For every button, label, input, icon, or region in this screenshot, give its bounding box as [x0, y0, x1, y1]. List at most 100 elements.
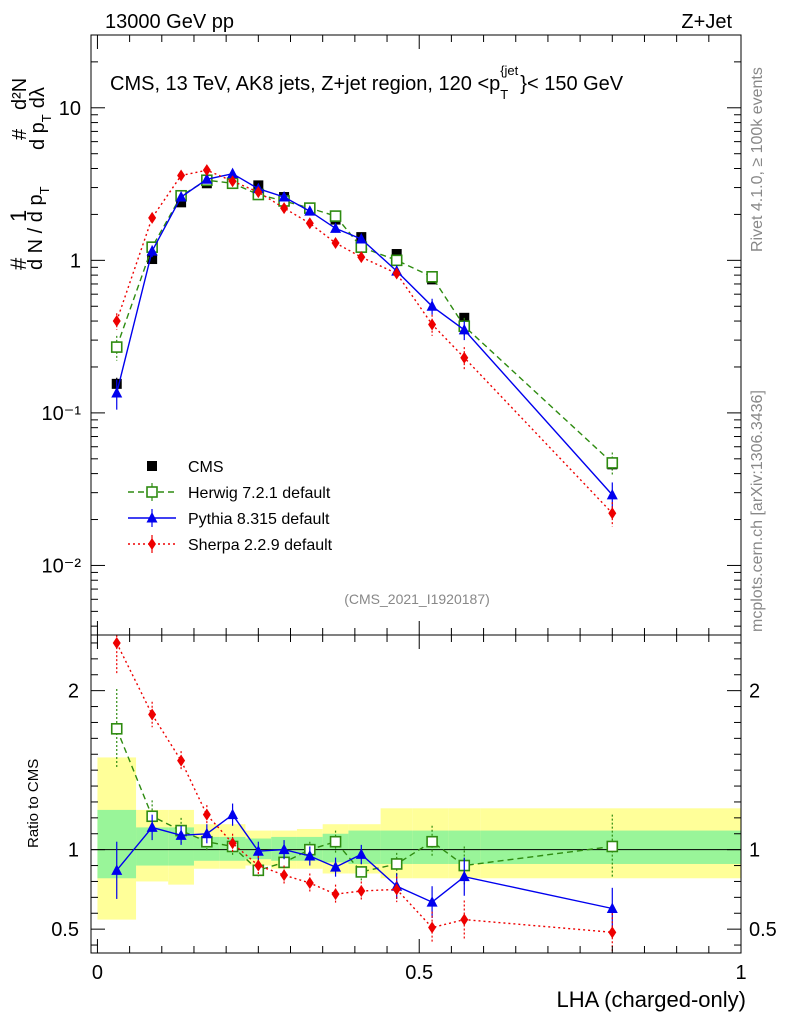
data-point: [331, 888, 340, 901]
data-point: [228, 837, 237, 850]
data-point: [330, 222, 342, 233]
data-point: [278, 843, 290, 855]
data-point: [357, 884, 366, 897]
y-tick-label-right: 2: [749, 681, 760, 703]
energy-label: 13000 GeV pp: [105, 11, 234, 33]
y-tick-label: 10⁻²: [42, 555, 82, 577]
data-point: [252, 845, 264, 856]
data-point: [331, 236, 340, 249]
data-point: [355, 241, 368, 253]
process-label: Z+Jet: [681, 11, 732, 33]
x-tick-label: 0: [92, 962, 103, 984]
data-point: [227, 808, 239, 820]
data-point: [111, 387, 123, 398]
data-point: [330, 861, 342, 872]
y-tick-label-right: 0.5: [749, 919, 777, 941]
data-point: [146, 245, 158, 256]
data-point: [428, 318, 437, 331]
svg-text:d²N: d²N: [9, 78, 31, 110]
data-point: [390, 858, 403, 870]
x-tick-label: 1: [735, 962, 746, 984]
legend-entry-sherpa-2-2-9-default: Sherpa 2.2.9 default: [128, 535, 333, 554]
data-point: [110, 341, 123, 353]
mcplots-label: mcplots.cern.ch [arXiv:1306.3436]: [749, 390, 766, 632]
series-pythia-8-315-default: [111, 167, 618, 511]
data-point: [112, 636, 121, 649]
data-point: [391, 249, 402, 260]
legend-label: CMS: [188, 459, 224, 476]
data-point: [606, 840, 619, 853]
ratio-panel: 2 21 10.5 0.50 0.5 1 Ratio to CMS LHA (charge…: [25, 634, 777, 1012]
y-tick-label-right: 1: [749, 840, 760, 862]
legend-entry-cms: CMS: [147, 459, 224, 476]
data-point: [148, 708, 157, 721]
y-tick-label: 2: [68, 681, 79, 703]
data-point: [280, 202, 289, 215]
legend-label: Pythia 8.315 default: [188, 511, 330, 528]
data-point: [426, 271, 438, 283]
ratio-series-pythia-8-315-default: [111, 803, 618, 930]
svg-text:#: #: [9, 128, 31, 140]
data-point: [392, 883, 401, 896]
series-line: [116, 179, 613, 464]
data-point: [458, 870, 470, 882]
data-point: [146, 821, 158, 832]
data-point: [148, 211, 157, 224]
data-point: [355, 233, 367, 244]
data-point: [176, 197, 187, 208]
data-point: [355, 866, 368, 878]
data-point: [392, 267, 401, 280]
data-point: [460, 351, 469, 364]
rivet-label: Rivet 4.1.0, ≥ 100k events: [749, 67, 766, 252]
data-point: [460, 913, 469, 926]
data-point: [426, 835, 438, 848]
data-point: [175, 191, 187, 202]
data-point: [228, 175, 237, 188]
data-point: [177, 754, 186, 767]
x-tick-label: 0.5: [405, 962, 433, 984]
data-point: [112, 315, 121, 328]
data-point: [390, 254, 403, 267]
svg-text:#: #: [6, 257, 31, 270]
data-point: [110, 723, 123, 735]
series-line: [116, 172, 613, 496]
svg-text:d pTdλ: d pTdλ: [27, 87, 54, 150]
data-point: [606, 457, 619, 469]
data-point: [147, 254, 158, 265]
data-point: [426, 300, 438, 311]
data-point: [201, 173, 213, 184]
data-point: [355, 848, 367, 859]
data-point: [254, 186, 263, 199]
series-herwig-7-2-1-default: [110, 174, 619, 476]
data-point: [304, 205, 316, 216]
legend-marker: [146, 486, 158, 498]
y-tick-label: 1: [68, 840, 79, 862]
ratio-frame: [90, 634, 742, 954]
legend: CMS Herwig 7.2.1 default Pythia 8.315 defa…: [128, 459, 333, 554]
y-tick-label: 10⁻¹: [42, 403, 82, 425]
x-axis-label: LHA (charged-only): [556, 987, 746, 1012]
data-point: [608, 926, 617, 939]
y-tick-label: 1: [70, 250, 81, 272]
legend-marker: [146, 512, 158, 523]
legend-label: Sherpa 2.2.9 default: [188, 537, 333, 554]
series-line: [116, 813, 613, 910]
uncertainty-band-green: [97, 809, 741, 879]
data-point: [305, 877, 314, 890]
legend-marker: [148, 538, 156, 550]
legend-label: Herwig 7.2.1 default: [188, 485, 331, 502]
data-point: [280, 869, 289, 882]
data-point: [305, 217, 314, 230]
data-point: [329, 210, 342, 222]
data-point: [608, 507, 617, 520]
data-point: [606, 488, 618, 500]
y-tick-label: 0.5: [51, 919, 79, 941]
series-line: [116, 169, 613, 514]
data-point: [227, 167, 239, 179]
data-point: [202, 164, 211, 177]
data-point: [254, 859, 263, 872]
ratio-series-sherpa-2-2-9-default: [112, 635, 617, 952]
data-point: [202, 808, 211, 821]
data-point: [304, 850, 316, 861]
